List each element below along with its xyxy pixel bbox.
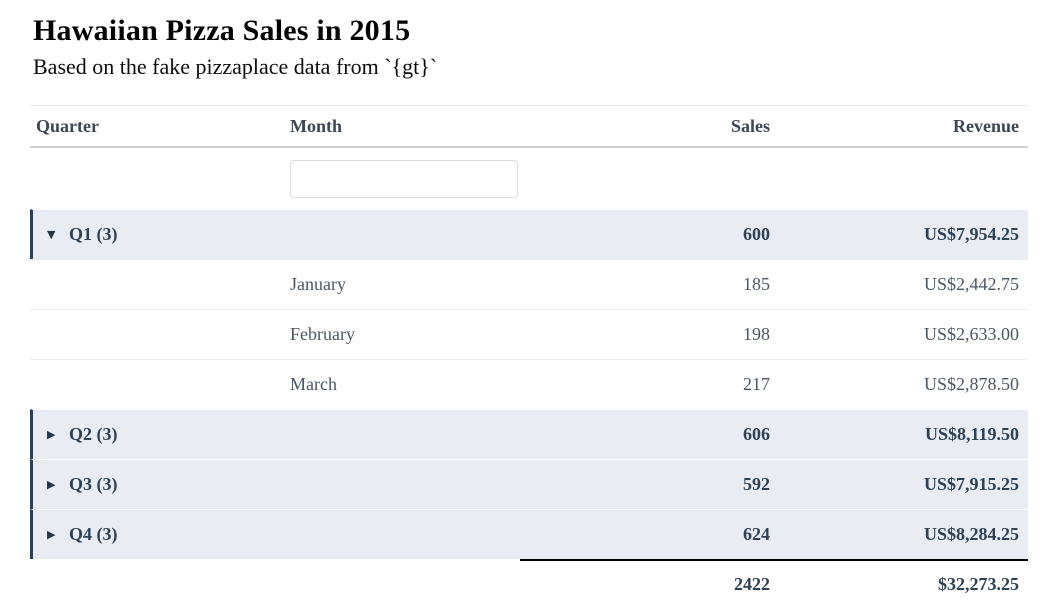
group-q1-label: Q1 (3) — [69, 224, 118, 244]
group-q1-cell: ▼ Q1 (3) — [33, 224, 282, 245]
footer-revenue-total: $32,273.25 — [778, 559, 1028, 606]
month-sales-value: 198 — [743, 324, 770, 344]
filter-cell-month — [282, 159, 520, 198]
table-header-row: Quarter Month Sales Revenue — [30, 105, 1028, 148]
month-revenue-value: US$2,878.50 — [923, 374, 1019, 394]
month-name: March — [290, 374, 337, 394]
group-row-q4[interactable]: ▶ Q4 (3) 624 US$8,284.25 — [30, 509, 1028, 559]
group-q3-label: Q3 (3) — [69, 474, 118, 494]
group-q3-sales-value: 592 — [743, 474, 770, 494]
detail-row-january: January 185 US$2,442.75 — [30, 259, 1028, 309]
expand-caret-icon[interactable]: ▶ — [47, 528, 56, 541]
group-q1-revenue-value: US$7,954.25 — [923, 224, 1019, 244]
group-q4-label: Q4 (3) — [69, 524, 118, 544]
column-header-month[interactable]: Month — [290, 115, 343, 136]
group-row-q1[interactable]: ▼ Q1 (3) 600 US$7,954.25 — [30, 209, 1028, 259]
group-q2-sales-value: 606 — [743, 424, 770, 444]
month-revenue-value: US$2,442.75 — [923, 274, 1019, 294]
footer-cell-month — [282, 559, 520, 606]
month-sales-value: 185 — [743, 274, 770, 294]
group-q3-revenue-value: US$7,915.25 — [923, 474, 1019, 494]
collapse-caret-icon[interactable]: ▼ — [47, 228, 56, 241]
group-q3-cell: ▶ Q3 (3) — [33, 474, 282, 495]
group-row-q2[interactable]: ▶ Q2 (3) 606 US$8,119.50 — [30, 409, 1028, 459]
page-subtitle: Based on the fake pizzaplace data from `… — [33, 54, 438, 79]
expand-caret-icon[interactable]: ▶ — [47, 478, 56, 491]
column-header-quarter[interactable]: Quarter — [36, 115, 99, 136]
detail-row-february: February 198 US$2,633.00 — [30, 309, 1028, 359]
column-header-sales[interactable]: Sales — [730, 115, 770, 136]
detail-row-march: March 217 US$2,878.50 — [30, 359, 1028, 409]
month-sales-value: 217 — [743, 374, 770, 394]
footer-cell-quarter — [30, 559, 282, 606]
table-footer-row: 2422 $32,273.25 — [30, 559, 1028, 606]
table-filter-row — [30, 148, 1028, 209]
group-q2-label: Q2 (3) — [69, 424, 118, 444]
group-q2-revenue-value: US$8,119.50 — [924, 424, 1019, 444]
group-q1-sales-value: 600 — [743, 224, 770, 244]
footer-sales-total: 2422 — [520, 559, 778, 606]
month-name: February — [290, 324, 355, 344]
group-row-q3[interactable]: ▶ Q3 (3) 592 US$7,915.25 — [30, 459, 1028, 509]
month-filter-input[interactable] — [290, 159, 518, 198]
group-q4-cell: ▶ Q4 (3) — [33, 524, 282, 545]
group-q4-revenue-value: US$8,284.25 — [923, 524, 1019, 544]
page-title: Hawaiian Pizza Sales in 2015 — [33, 14, 411, 47]
month-revenue-value: US$2,633.00 — [923, 324, 1019, 344]
month-name: January — [290, 274, 346, 294]
expand-caret-icon[interactable]: ▶ — [47, 428, 56, 441]
group-q2-cell: ▶ Q2 (3) — [33, 424, 282, 445]
group-q4-sales-value: 624 — [743, 524, 770, 544]
column-header-revenue[interactable]: Revenue — [953, 115, 1019, 136]
report-container: Hawaiian Pizza Sales in 2015 Based on th… — [30, 12, 1028, 606]
sales-table: Quarter Month Sales Revenue ▼ Q1 (3) 600… — [30, 105, 1028, 606]
